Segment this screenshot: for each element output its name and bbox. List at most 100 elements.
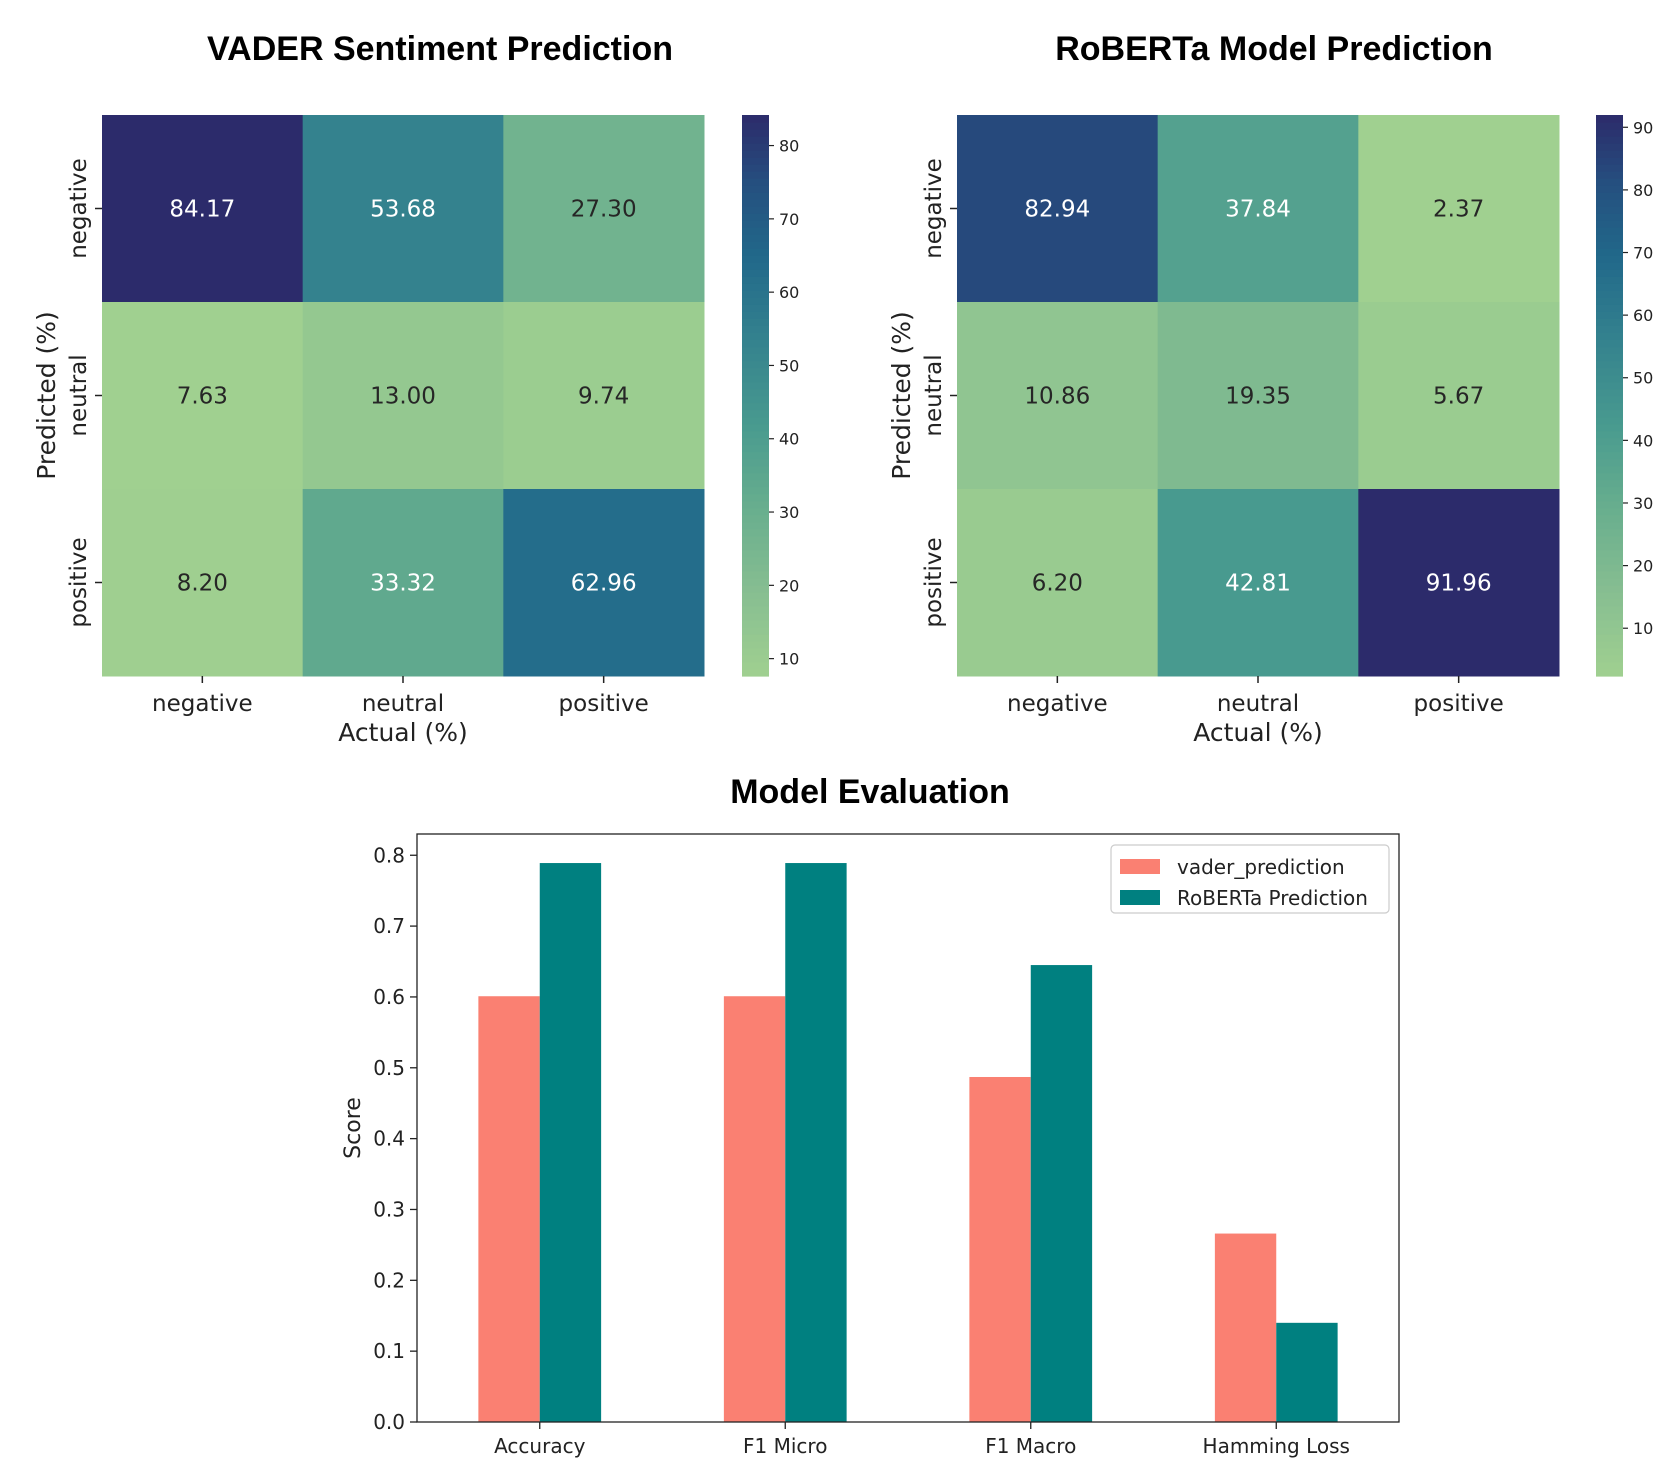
colorbar-segment bbox=[1596, 535, 1623, 544]
colorbar-segment bbox=[1596, 612, 1623, 621]
x-tick-label: F1 Macro bbox=[985, 1434, 1076, 1458]
vader-bar bbox=[1214, 1233, 1277, 1422]
x-tick-label: negative bbox=[1007, 691, 1108, 717]
heatmap-cell bbox=[102, 115, 304, 303]
colorbar-segment bbox=[742, 654, 769, 663]
colorbar-segment bbox=[742, 458, 769, 467]
y-tick-label: negative bbox=[921, 158, 947, 259]
roberta-bar bbox=[1276, 1322, 1338, 1422]
colorbar-segment bbox=[742, 542, 769, 551]
colorbar-segment bbox=[742, 486, 769, 495]
colorbar-tick-label: 80 bbox=[1633, 181, 1653, 200]
colorbar-segment bbox=[742, 213, 769, 221]
colorbar-segment bbox=[1596, 115, 1623, 123]
colorbar-segment bbox=[742, 206, 769, 214]
cell-value-label: 19.35 bbox=[1225, 384, 1291, 410]
colorbar-segment bbox=[1596, 241, 1623, 249]
roberta-bar bbox=[1030, 965, 1093, 1422]
colorbar-segment bbox=[1596, 171, 1623, 179]
x-tick-label: positive bbox=[559, 691, 649, 717]
colorbar-segment bbox=[742, 311, 769, 319]
cell-value-label: 8.20 bbox=[177, 571, 228, 597]
colorbar-segment bbox=[742, 150, 769, 158]
colorbar-segment bbox=[1596, 136, 1623, 144]
heatmap-0: VADER Sentiment Prediction 84.17 53.68 27.3… bbox=[32, 30, 799, 747]
colorbar-segment bbox=[742, 381, 769, 390]
colorbar-segment bbox=[1596, 290, 1623, 298]
vader-bar bbox=[723, 996, 786, 1422]
colorbar-segment bbox=[1596, 199, 1623, 207]
colorbar-segment bbox=[742, 220, 769, 228]
colorbar-segment bbox=[1596, 248, 1623, 256]
y-tick-label: 0.7 bbox=[373, 914, 405, 938]
y-axis-label: Score bbox=[341, 1097, 366, 1159]
colorbar-segment bbox=[742, 500, 769, 509]
colorbar-segment bbox=[1596, 500, 1623, 509]
x-tick-label: Accuracy bbox=[494, 1434, 585, 1458]
colorbar-segment bbox=[742, 262, 769, 270]
colorbar-segment bbox=[742, 339, 769, 348]
colorbar-segment bbox=[742, 178, 769, 186]
colorbar-segment bbox=[1596, 276, 1623, 284]
colorbar-segment bbox=[1596, 122, 1623, 130]
colorbar-segment bbox=[1596, 507, 1623, 516]
colorbar-segment bbox=[1596, 626, 1623, 635]
colorbar-segment bbox=[1596, 255, 1623, 263]
y-tick-label: positive bbox=[66, 537, 92, 627]
legend-label: RoBERTa Prediction bbox=[1177, 886, 1368, 910]
colorbar-segment bbox=[1596, 444, 1623, 453]
colorbar-segment bbox=[742, 227, 769, 235]
colorbar-segment bbox=[742, 283, 769, 291]
colorbar-segment bbox=[1596, 360, 1623, 369]
cell-value-label: 37.84 bbox=[1225, 197, 1291, 223]
colorbar-segment bbox=[742, 325, 769, 333]
y-tick-label: 0.6 bbox=[373, 985, 405, 1009]
colorbar-tick-label: 60 bbox=[1633, 306, 1653, 325]
colorbar-tick-label: 60 bbox=[779, 283, 799, 302]
colorbar-segment bbox=[1596, 465, 1623, 474]
heatmap-cell bbox=[102, 489, 304, 677]
cell-value-label: 82.94 bbox=[1024, 197, 1090, 223]
colorbar-segment bbox=[742, 318, 769, 326]
colorbar-segment bbox=[742, 577, 769, 586]
colorbar-segment bbox=[742, 584, 769, 593]
colorbar-segment bbox=[1596, 157, 1623, 165]
y-tick-label: neutral bbox=[66, 354, 92, 436]
colorbar-segment bbox=[742, 612, 769, 621]
colorbar-segment bbox=[1596, 150, 1623, 158]
y-tick-label: 0.3 bbox=[373, 1197, 405, 1221]
roberta-bar bbox=[785, 863, 847, 1422]
colorbar-segment bbox=[1596, 220, 1623, 228]
colorbar-segment bbox=[742, 164, 769, 172]
colorbar-segment bbox=[1596, 311, 1623, 319]
colorbar-segment bbox=[742, 598, 769, 607]
colorbar-segment bbox=[742, 507, 769, 516]
heatmap-title: RoBERTa Model Prediction bbox=[1055, 30, 1493, 68]
colorbar-segment bbox=[742, 269, 769, 277]
bar-chart: Model Evaluation 0.0 0.1 0.2 0.3 0.4 0.5 0.6 0.7… bbox=[341, 773, 1400, 1458]
colorbar-tick-label: 40 bbox=[1633, 431, 1653, 450]
colorbar-segment bbox=[1596, 206, 1623, 214]
colorbar-tick-label: 40 bbox=[779, 430, 799, 449]
cell-value-label: 5.67 bbox=[1433, 384, 1484, 410]
colorbar-segment bbox=[742, 136, 769, 144]
colorbar-segment bbox=[1596, 654, 1623, 663]
colorbar-segment bbox=[742, 640, 769, 649]
colorbar-segment bbox=[1596, 640, 1623, 649]
colorbar-segment bbox=[1596, 269, 1623, 277]
heatmap-cell bbox=[302, 302, 504, 490]
colorbar-segment bbox=[742, 430, 769, 439]
colorbar-segment bbox=[1596, 164, 1623, 172]
colorbar-segment bbox=[742, 444, 769, 453]
colorbar-segment bbox=[742, 423, 769, 432]
colorbar-segment bbox=[1596, 521, 1623, 530]
cell-value-label: 27.30 bbox=[571, 197, 637, 223]
colorbar-segment bbox=[742, 647, 769, 656]
y-axis-label: Predicted (%) bbox=[887, 311, 916, 480]
colorbar-segment bbox=[742, 346, 769, 355]
colorbar-segment bbox=[742, 465, 769, 474]
y-tick-label: 0.5 bbox=[373, 1056, 405, 1080]
y-tick-label: 0.4 bbox=[373, 1127, 405, 1151]
y-tick-label: 0.0 bbox=[373, 1410, 405, 1434]
colorbar-tick-label: 30 bbox=[1633, 494, 1653, 513]
